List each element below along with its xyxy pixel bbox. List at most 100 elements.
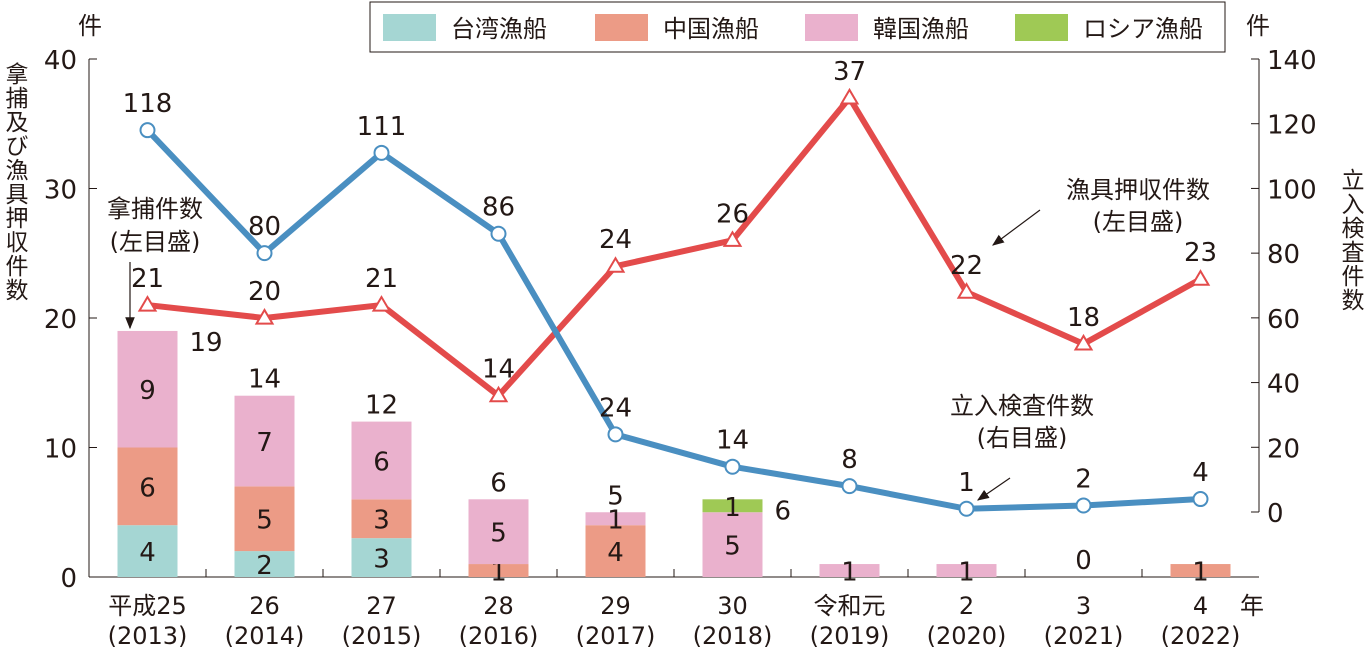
bar-segment-label: 5 <box>724 532 741 562</box>
bar-segment <box>936 564 997 577</box>
bar-segment-label: 5 <box>490 519 507 549</box>
line-point <box>488 385 509 403</box>
right-axis-tick-label: 100 <box>1267 175 1317 205</box>
line-point-label: 80 <box>248 212 281 242</box>
bar-segment <box>702 499 763 513</box>
right-axis-tick-label: 140 <box>1267 46 1317 76</box>
bar-segment <box>351 499 412 539</box>
line-point <box>839 87 860 105</box>
line-point <box>256 245 273 262</box>
line-point <box>490 225 507 242</box>
bar-segment-label: 4 <box>607 538 624 568</box>
bar-total-label: 0 <box>1075 546 1092 576</box>
bar-segment-label: 5 <box>256 506 273 536</box>
line-point <box>605 256 626 273</box>
line-point <box>607 426 624 443</box>
bar-segment <box>468 564 529 577</box>
bar-total-label: 12 <box>365 391 398 421</box>
line-point <box>371 295 392 312</box>
line-point-label: 4 <box>1192 458 1209 488</box>
line-point <box>841 478 858 495</box>
line-point-label: 22 <box>950 251 983 281</box>
bar-segment <box>234 551 295 577</box>
line-series-1 <box>145 128 1201 512</box>
bar-segment-label: 6 <box>373 447 390 477</box>
x-tick-sublabel: (2014) <box>225 622 305 650</box>
left-axis-tick-label: 30 <box>44 176 77 206</box>
line-point-label: 14 <box>482 355 515 385</box>
annotation-label: 漁具押収件数 <box>1066 176 1210 204</box>
bar-segment <box>117 525 178 577</box>
x-tick-label: 平成25 <box>108 592 187 620</box>
annotation-arrow <box>992 209 1041 246</box>
bar-segment <box>351 421 412 500</box>
line-point <box>1190 269 1211 286</box>
line-point <box>139 122 156 139</box>
left-axis-title: 拿捕及び漁具押収件数 <box>1 61 29 302</box>
left-axis-tick-label: 10 <box>44 435 77 465</box>
line-point-label: 8 <box>841 445 858 475</box>
right-axis-tick-label: 60 <box>1267 305 1300 335</box>
line-point-label: 111 <box>357 112 407 142</box>
x-tick-sublabel: (2016) <box>459 622 539 650</box>
line-point-label: 1 <box>958 468 975 498</box>
legend-swatch <box>383 14 436 41</box>
legend-box <box>369 1 1226 53</box>
x-axis-unit: 年 <box>1240 592 1264 620</box>
left-axis-tick-label: 20 <box>44 305 77 335</box>
legend-swatch <box>1015 14 1068 41</box>
legend-label: 台湾漁船 <box>451 15 547 43</box>
line-point <box>1073 333 1094 351</box>
annotation-label: 拿捕件数 <box>107 195 203 223</box>
bar-segment <box>468 499 529 565</box>
line-point-label: 24 <box>599 393 632 423</box>
left-axis-tick-label: 40 <box>44 46 77 76</box>
x-tick-label: 2 <box>959 592 974 620</box>
line-point-label: 18 <box>1067 303 1100 333</box>
x-tick-label: 29 <box>600 592 631 620</box>
right-axis-tick-label: 40 <box>1267 370 1300 400</box>
line-point <box>1075 497 1092 514</box>
line-point-label: 26 <box>716 199 749 229</box>
line-point-label: 20 <box>248 277 281 307</box>
line-point-label: 21 <box>131 264 164 294</box>
x-tick-label: 30 <box>717 592 748 620</box>
line-point-label: 23 <box>1184 238 1217 268</box>
bar-segment-label: 2 <box>256 551 273 581</box>
right-axis-tick-label: 0 <box>1267 499 1284 529</box>
bar-segment-label: 7 <box>256 428 273 458</box>
line-point <box>722 230 743 247</box>
bar-segment-label: 9 <box>139 376 156 406</box>
bar-segment <box>585 525 646 577</box>
line-point-label: 21 <box>365 264 398 294</box>
bar-segment-label: 1 <box>1192 558 1209 588</box>
line-point <box>956 282 977 299</box>
bar-segment <box>117 330 178 448</box>
annotation-sublabel: (左目盛) <box>1093 208 1184 236</box>
line-point <box>1192 491 1209 508</box>
x-tick-sublabel: (2020) <box>927 622 1007 650</box>
legend-swatch <box>805 14 858 41</box>
bar-segment <box>351 538 412 577</box>
line-point-label: 37 <box>833 57 866 87</box>
bar-segment <box>585 512 646 526</box>
bar-segment <box>234 486 295 552</box>
line-point-label: 24 <box>599 225 632 255</box>
x-tick-sublabel: (2018) <box>693 622 773 650</box>
legend-label: 韓国漁船 <box>873 15 969 43</box>
bar-segment-label: 3 <box>373 506 390 536</box>
x-tick-sublabel: (2017) <box>576 622 656 650</box>
left-axis-unit: 件 <box>78 12 102 40</box>
bar-total-label: 14 <box>248 365 281 395</box>
left-axis-tick-label: 0 <box>60 564 77 594</box>
right-axis-title: 立入検査件数 <box>1337 168 1365 312</box>
bar-total-label: 6 <box>490 468 507 498</box>
x-tick-sublabel: (2021) <box>1044 622 1124 650</box>
bar-total-label: 5 <box>607 481 624 511</box>
x-tick-sublabel: (2022) <box>1161 622 1241 650</box>
x-tick-label: 26 <box>249 592 280 620</box>
legend-swatch <box>595 14 648 41</box>
line-point <box>373 144 390 161</box>
annotation-arrow <box>977 477 1011 501</box>
bar-segment-label: 1 <box>958 558 975 588</box>
